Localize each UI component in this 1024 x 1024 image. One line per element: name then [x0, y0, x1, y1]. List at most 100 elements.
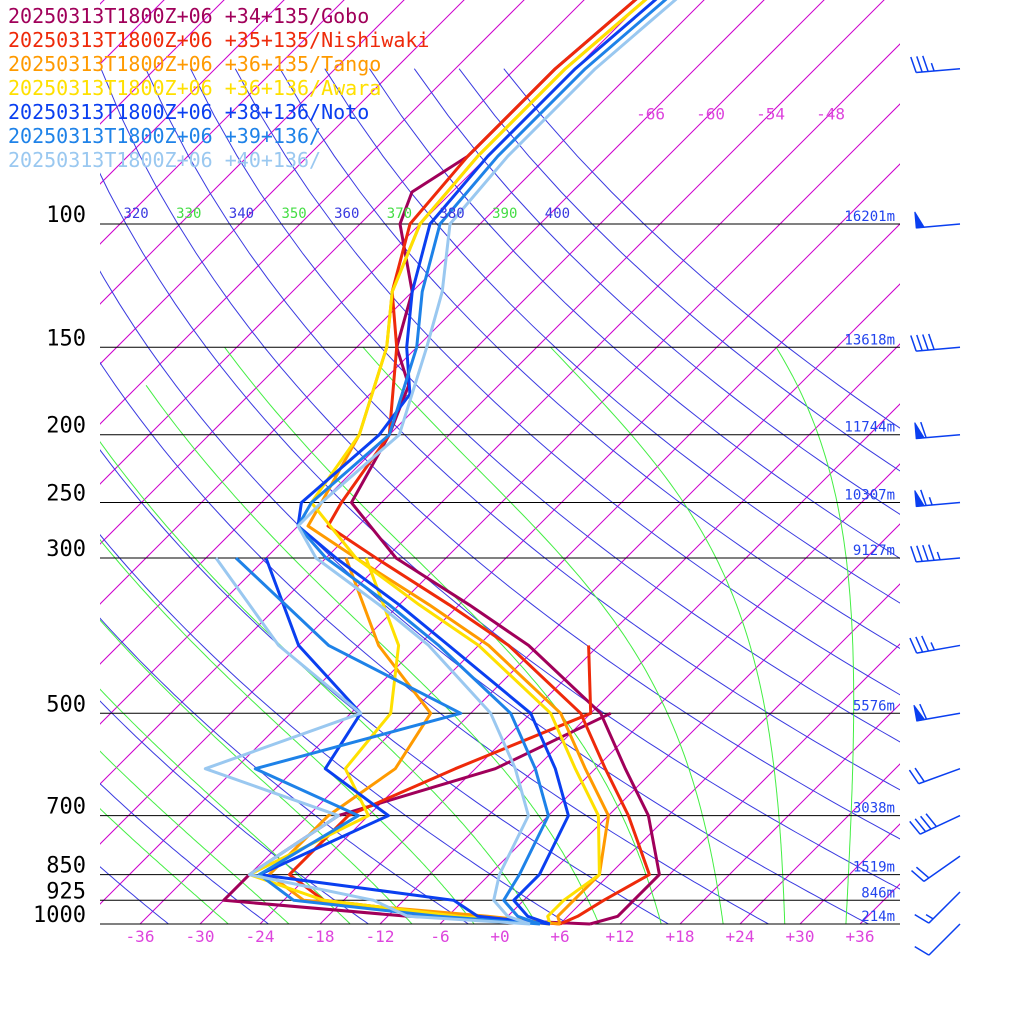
wind-barb-staff [919, 814, 961, 835]
wind-barb [914, 891, 961, 924]
dry-adiabat-line [100, 361, 770, 924]
legend-entry: 20250313T1800Z+06 +40+136/ [8, 148, 321, 172]
upper-temperature-label: -60 [696, 104, 725, 123]
sounding-series [203, 0, 678, 926]
wind-barb-half-feather [925, 913, 934, 920]
legend-entry: 20250313T1800Z+06 +35+135/Nishiwaki [8, 28, 429, 52]
wind-barb [913, 703, 961, 722]
wind-barb [914, 211, 961, 229]
dry-adiabat-line [369, 68, 900, 559]
theta-label: 390 [492, 206, 517, 222]
temperature-tick-label: -30 [186, 927, 215, 946]
temperature-series-line [349, 0, 661, 926]
temperature-tick-label: +12 [606, 927, 635, 946]
wind-barb-feather [915, 636, 924, 653]
temperature-tick-label: +24 [726, 927, 755, 946]
dry-adiabat-line [324, 68, 900, 604]
upper-temperature-label: -54 [756, 104, 785, 123]
dewpoint-series-line [247, 557, 551, 926]
wind-barb-feather [922, 544, 929, 562]
wind-barb [908, 767, 961, 785]
pressure-tick-label: 150 [46, 326, 86, 351]
dewpoint-series-line [267, 557, 561, 926]
dry-adiabat-line [145, 68, 900, 791]
theta-label: 370 [387, 206, 412, 222]
temperature-series-line [309, 0, 648, 925]
axis-labels: 100 16201m 150 13618m 200 11744m 250 10307m 300 9… [33, 104, 895, 946]
wind-barb [914, 923, 961, 956]
dry-adiabat-line [100, 617, 470, 924]
wind-barb-pennant [913, 704, 926, 722]
wind-barb-pennant [914, 211, 925, 229]
wind-barb-feather [920, 815, 932, 830]
height-label: 1519m [853, 860, 895, 876]
legend-entry: 20250313T1800Z+06 +38+136/Noto [8, 100, 369, 124]
upper-temperature-label: -66 [636, 104, 665, 123]
wind-barb-feather [914, 767, 925, 783]
pressure-tick-label: 300 [46, 537, 86, 562]
dry-adiabat-line [100, 783, 270, 924]
wind-barb-feather [925, 813, 938, 828]
dry-adiabat-line [458, 68, 900, 472]
wind-barb-feather [908, 769, 920, 785]
wind-barb-feather [928, 544, 935, 561]
height-label: 3038m [853, 801, 895, 817]
wind-barb-feather [914, 818, 927, 833]
wind-barb-staff [918, 768, 961, 785]
legend-entry: 20250313T1800Z+06 +39+136/ [8, 124, 321, 148]
temperature-series-line [306, 0, 648, 925]
moist-adiabat-line [145, 385, 600, 924]
temperature-tick-label: -6 [430, 927, 449, 946]
pressure-tick-label: 1000 [33, 903, 86, 928]
isotherm-line [199, 223, 900, 924]
temperature-series-line [296, 0, 678, 926]
wind-barb-staff [923, 855, 961, 883]
wind-barb-feather [916, 545, 923, 562]
dry-adiabat-line [100, 68, 900, 840]
pressure-tick-label: 500 [46, 692, 86, 717]
wind-barb [910, 55, 961, 74]
isotherm-line [379, 403, 900, 924]
temperature-tick-label: +30 [786, 927, 815, 946]
wind-barb-staff [916, 67, 961, 74]
dry-adiabat-line [100, 449, 670, 924]
pressure-tick-label: 925 [46, 879, 86, 904]
dry-adiabat-line [100, 700, 370, 924]
legend-entry: 20250313T1800Z+06 +36+135/Tango [8, 52, 381, 76]
wind-barb-half-feather [930, 642, 936, 651]
isotherm-line [920, 0, 1024, 924]
height-label: 214m [861, 909, 895, 925]
theta-label: 350 [281, 206, 306, 222]
moist-adiabat-line [362, 346, 724, 924]
wind-barb-feather [915, 866, 930, 879]
moist-adiabat-line [100, 750, 290, 924]
pressure-tick-label: 200 [46, 414, 86, 439]
wind-barb [911, 855, 961, 883]
temperature-tick-label: +0 [490, 927, 509, 946]
temperature-tick-label: +36 [846, 927, 875, 946]
moist-adiabat-line [100, 539, 475, 924]
wind-barb-feather [928, 333, 935, 350]
dewpoint-series-line [203, 557, 531, 926]
pressure-tick-label: 850 [46, 854, 86, 879]
pressure-tick-label: 100 [46, 203, 86, 228]
height-label: 10307m [844, 488, 895, 504]
wind-barb-feather [921, 635, 930, 652]
wind-barb-pennant [914, 490, 925, 507]
dry-adiabat-line [100, 172, 900, 890]
legend: 20250313T1800Z+06 +34+135/Gobo20250313T1… [8, 4, 429, 172]
height-label: 5576m [853, 698, 895, 714]
wind-barb-feather [916, 56, 923, 73]
wind-barb-half-feather [936, 551, 941, 560]
wind-barb-feather [910, 335, 917, 352]
wind-barb-staff [928, 923, 961, 956]
wind-barb [914, 421, 961, 440]
upper-temperature-label: -48 [816, 104, 845, 123]
dry-adiabat-line [100, 866, 170, 924]
wind-barb-feather [914, 913, 930, 924]
wind-barb-staff [928, 891, 961, 924]
moist-adiabat-line [550, 346, 786, 924]
isotherm-line [499, 523, 900, 924]
wind-barb-half-feather [930, 62, 935, 72]
